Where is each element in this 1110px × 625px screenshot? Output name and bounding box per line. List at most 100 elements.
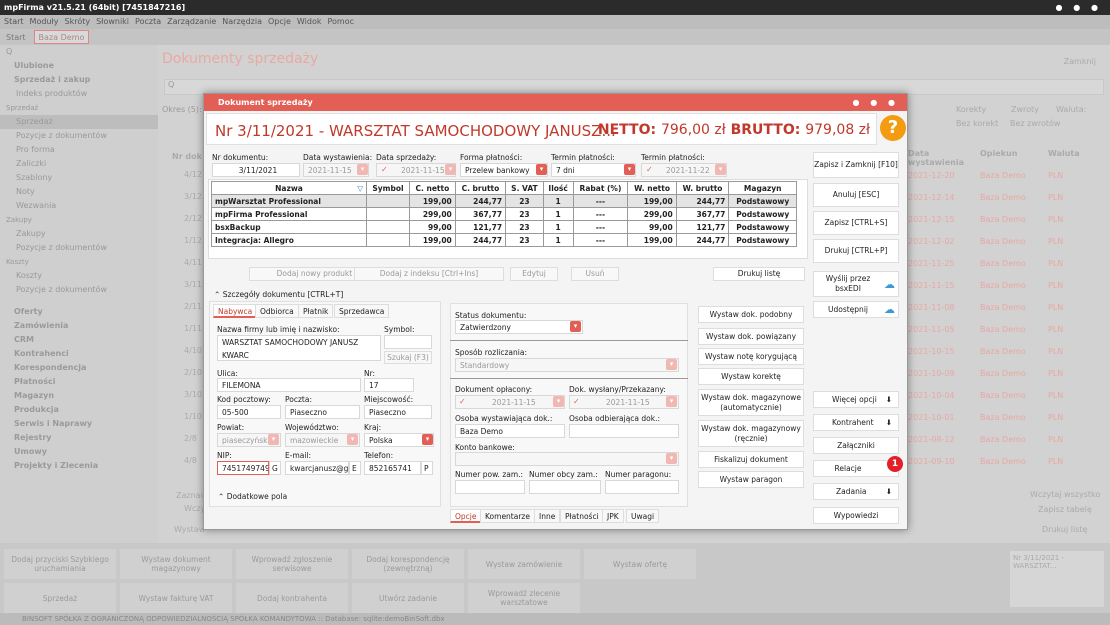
tab-inne[interactable]: Inne <box>534 509 561 523</box>
tab-platnik[interactable]: Płatnik <box>298 304 334 318</box>
poczta-field[interactable]: Piaseczno <box>285 405 360 419</box>
data-wyst-field[interactable]: 2021-11-15 <box>303 163 369 177</box>
termin2-check-icon[interactable]: ✓ <box>646 165 653 174</box>
szukaj-button[interactable]: Szukaj (F3) <box>384 351 432 364</box>
table-row[interactable]: bsxBackup 99,00 121,77 23 1 --- 99,00 121,77 Pod… <box>211 220 797 234</box>
zalaczniki-button[interactable]: Załączniki <box>813 437 899 454</box>
data-sprz-dropdown-icon[interactable]: ▾ <box>445 164 456 175</box>
kraj-select[interactable]: Polska <box>364 433 434 447</box>
table-row[interactable]: mpWarsztat Professional 199,00 244,77 23 1 --… <box>211 194 797 208</box>
data-sprz-field[interactable]: 2021-11-15 <box>376 163 456 177</box>
items-col-header[interactable]: Ilość <box>542 181 574 195</box>
sidebar-item[interactable]: Ulubione <box>14 61 55 70</box>
data-wyst-dropdown-icon[interactable]: ▾ <box>357 164 368 175</box>
items-col-header[interactable]: C. brutto <box>454 181 507 195</box>
close-link[interactable]: Zamknij <box>1063 57 1096 66</box>
wystaw-note-button[interactable]: Wystaw notę korygującą <box>698 348 804 365</box>
items-col-header[interactable]: S. VAT <box>505 181 544 195</box>
powiat-select[interactable]: piaseczyński <box>217 433 281 447</box>
tab-opcje[interactable]: Opcje <box>450 509 482 523</box>
menu-item[interactable]: Pomoc <box>327 17 354 26</box>
share-button[interactable]: Udostępnij <box>813 301 899 318</box>
sidebar-item[interactable]: Serwis i Naprawy <box>14 419 93 428</box>
quick-launch-button[interactable]: Wprowadź zgłoszenie serwisowe <box>236 549 348 579</box>
edit-button[interactable]: Edytuj <box>510 267 558 281</box>
tab-baza-demo[interactable]: Baza Demo <box>33 30 90 44</box>
items-col-header[interactable]: Rabat (%) <box>572 181 629 195</box>
quick-launch-button[interactable]: Utwórz zadanie <box>352 583 464 613</box>
tab-uwagi[interactable]: Uwagi <box>626 509 660 523</box>
table-row[interactable]: mpFirma Professional 299,00 367,77 23 1 --- 29… <box>211 207 797 221</box>
data-sprz-check-icon[interactable]: ✓ <box>381 165 388 174</box>
save-button[interactable]: Zapisz [CTRL+S] <box>813 211 899 235</box>
items-col-header[interactable]: Magazyn <box>728 181 797 195</box>
add-from-index-button[interactable]: Dodaj z indeksu [Ctrl+Ins] <box>354 267 504 281</box>
forma-dropdown-icon[interactable]: ▾ <box>536 164 547 175</box>
send-bsxedi-button[interactable]: Wyślij przez bsxEDI <box>813 271 899 297</box>
ulica-field[interactable]: FILEMONA <box>217 378 361 392</box>
forma-select[interactable]: Przelew bankowy <box>460 163 548 177</box>
dialog-menu-icon[interactable]: ● ● ● <box>852 98 899 107</box>
quick-launch-button[interactable]: Dodaj korespondencję (zewnętrzną) <box>352 549 464 579</box>
wczytaj-wszystko-button[interactable]: Wczytaj wszystko <box>1030 490 1101 499</box>
quick-launch-button[interactable]: Wystaw ofertę <box>584 549 696 579</box>
tab-odbiorca[interactable]: Odbiorca <box>255 304 299 318</box>
sidebar-item[interactable]: Noty <box>16 187 35 196</box>
status-select[interactable]: Zatwierdzony <box>455 320 583 334</box>
email-send-button[interactable]: E <box>349 461 361 475</box>
sidebar-item[interactable]: Sprzedaż <box>0 115 158 129</box>
items-col-header[interactable]: Symbol <box>366 181 410 195</box>
items-col-header[interactable]: W. netto <box>627 181 677 195</box>
obcy-field[interactable] <box>529 480 601 494</box>
cancel-button[interactable]: Anuluj [ESC] <box>813 183 899 207</box>
oplacony-dropdown-icon[interactable]: ▾ <box>553 396 564 407</box>
wyslany-check-icon[interactable]: ✓ <box>573 397 580 406</box>
oplacony-field[interactable]: 2021-11-15 <box>455 395 565 409</box>
bez-korekt-select[interactable]: Bez korekt <box>956 119 999 128</box>
table-row[interactable]: Integracja: Allegro 199,00 244,77 23 1 --- 199… <box>211 233 797 247</box>
tab-platnosci[interactable]: Płatności <box>560 509 604 523</box>
menu-item[interactable]: Zarządzanie <box>167 17 217 26</box>
odb-field[interactable] <box>569 424 679 438</box>
kraj-dropdown-icon[interactable]: ▾ <box>422 434 433 445</box>
woj-dropdown-icon[interactable]: ▾ <box>347 434 358 445</box>
konto-dropdown-icon[interactable]: ▾ <box>666 453 677 464</box>
woj-select[interactable]: mazowieckie <box>285 433 360 447</box>
sidebar-item[interactable]: Rejestry <box>14 433 52 442</box>
more-options-button[interactable]: Więcej opcji ⬇ <box>813 391 899 408</box>
sidebar-item[interactable]: Koszty <box>16 271 42 280</box>
sidebar-item[interactable]: Pozycje z dokumentów <box>16 285 107 294</box>
zaznacz-link[interactable]: Zaznacz <box>176 491 210 500</box>
print-button[interactable]: Drukuj [CTRL+P] <box>813 239 899 263</box>
nazwa-field[interactable]: WARSZTAT SAMOCHODOWY JANUSZ KWARC <box>217 335 381 361</box>
quick-launch-button[interactable]: Wystaw dokument magazynowy <box>120 549 232 579</box>
tel-call-button[interactable]: P <box>421 461 433 475</box>
wystaw-paragon-button[interactable]: Wystaw paragon <box>698 471 804 488</box>
konto-select[interactable] <box>455 452 679 466</box>
sidebar-item[interactable]: Pozycje z dokumentów <box>16 131 107 140</box>
menu-item[interactable]: Widok <box>296 17 322 26</box>
sidebar-item[interactable]: Umowy <box>14 447 47 456</box>
menu-item[interactable]: Opcje <box>267 17 291 26</box>
termin-dropdown-icon[interactable]: ▾ <box>624 164 635 175</box>
dodatkowe-toggle[interactable]: ⌃ Dodatkowe pola <box>218 492 287 501</box>
sidebar-item[interactable]: Pro forma <box>16 145 55 154</box>
items-col-header[interactable]: W. brutto <box>675 181 730 195</box>
bez-zwrotow-select[interactable]: Bez zwrotów <box>1010 119 1061 128</box>
sidebar-item[interactable]: Kontrahenci <box>14 349 69 358</box>
fiskalizuj-button[interactable]: Fiskalizuj dokument <box>698 451 804 468</box>
sidebar-item[interactable]: Magazyn <box>14 391 55 400</box>
sidebar-item[interactable]: Oferty <box>14 307 43 316</box>
szczegoly-toggle[interactable]: ⌃ Szczegóły dokumentu [CTRL+T] <box>214 290 343 299</box>
thumbnail-preview[interactable]: Nr 3/11/2021 - WARSZTAT... <box>1010 551 1104 607</box>
wyslany-dropdown-icon[interactable]: ▾ <box>666 396 677 407</box>
filter-icon[interactable]: ▽ <box>357 183 363 193</box>
quick-launch-button[interactable]: Sprzedaż <box>4 583 116 613</box>
wypowiedzi-button[interactable]: Wypowiedzi <box>813 507 899 524</box>
delete-button[interactable]: Usuń <box>571 267 619 281</box>
wystaw-mag-reczne-button[interactable]: Wystaw dok. magazynowy (ręcznie) <box>698 420 804 447</box>
quick-launch-button[interactable]: Wystaw fakturę VAT <box>120 583 232 613</box>
miejsc-field[interactable]: Piaseczno <box>364 405 432 419</box>
window-menu-icon[interactable]: ● ● ● <box>1055 3 1102 12</box>
tab-sprzedawca[interactable]: Sprzedawca <box>334 304 390 318</box>
